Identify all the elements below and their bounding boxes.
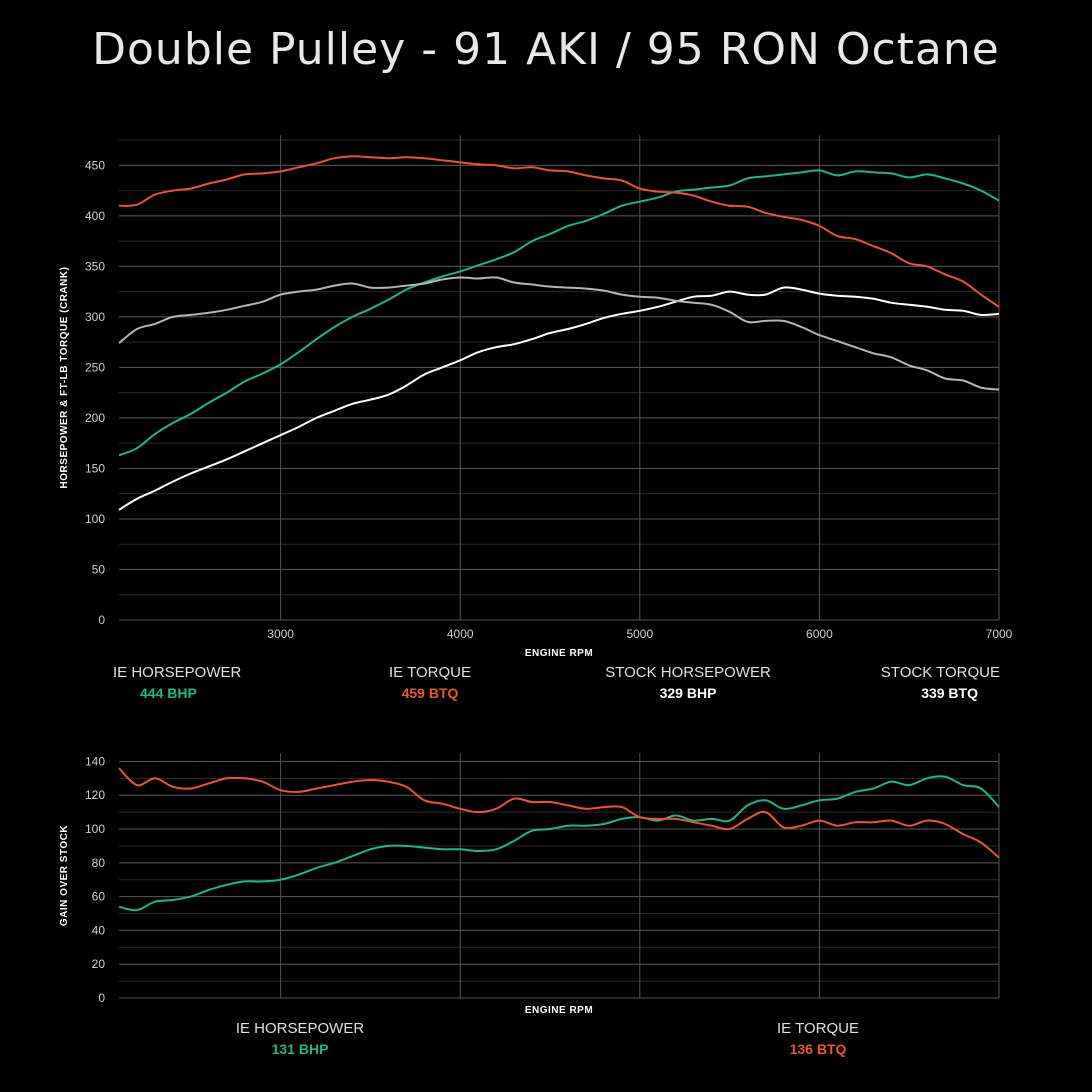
legend-value: 444 BHP bbox=[140, 685, 197, 701]
legend-label: STOCK HORSEPOWER bbox=[605, 664, 771, 681]
y-tick-label: 100 bbox=[85, 512, 105, 526]
x-tick-label: 4000 bbox=[447, 627, 474, 641]
y-tick-label: 50 bbox=[92, 562, 106, 576]
x-tick-label: 7000 bbox=[986, 627, 1013, 641]
y-tick-label: 120 bbox=[85, 788, 105, 802]
legend-value: 136 BTQ bbox=[789, 1041, 847, 1057]
series-line-ie-torque bbox=[118, 767, 1000, 859]
legend-value: 339 BTQ bbox=[921, 685, 978, 701]
series-line-ie-torque bbox=[118, 155, 1000, 308]
y-tick-label: 140 bbox=[85, 754, 105, 768]
legend-value: 329 BHP bbox=[659, 685, 717, 701]
y-axis-label: HORSEPOWER & FT-LB TORQUE (CRANK) bbox=[59, 267, 70, 489]
y-tick-label: 450 bbox=[85, 158, 105, 172]
x-axis-label: ENGINE RPM bbox=[525, 648, 593, 659]
y-tick-label: 80 bbox=[92, 856, 106, 870]
x-axis-label: ENGINE RPM bbox=[525, 1005, 593, 1016]
y-tick-label: 0 bbox=[98, 613, 105, 627]
x-tick-label: 3000 bbox=[267, 627, 294, 641]
series-line-ie-horsepower bbox=[118, 775, 1000, 912]
legend-label: IE HORSEPOWER bbox=[235, 1020, 365, 1037]
y-tick-label: 20 bbox=[92, 957, 106, 971]
legend-label: IE TORQUE bbox=[389, 664, 471, 681]
legend-gain-horsepower: IE HORSEPOWER 131 BHP bbox=[220, 1019, 380, 1059]
y-tick-label: 400 bbox=[85, 209, 105, 223]
legend-value: 131 BHP bbox=[271, 1041, 329, 1057]
y-tick-label: 100 bbox=[85, 822, 105, 836]
y-tick-label: 250 bbox=[85, 360, 105, 374]
y-tick-label: 60 bbox=[92, 890, 106, 904]
legend-gain-torque: IE TORQUE 136 BTQ bbox=[748, 1019, 888, 1059]
legend-stock-torque: STOCK TORQUE 339 BTQ bbox=[880, 663, 1000, 703]
y-tick-label: 200 bbox=[85, 411, 105, 425]
y-tick-label: 350 bbox=[85, 259, 105, 273]
y-tick-label: 150 bbox=[85, 461, 105, 475]
chart-title: Double Pulley - 91 AKI / 95 RON Octane bbox=[92, 24, 1000, 75]
legend-label: IE TORQUE bbox=[777, 1020, 859, 1037]
y-tick-label: 40 bbox=[92, 923, 106, 937]
y-axis-label: GAIN OVER STOCK bbox=[59, 825, 70, 926]
x-tick-label: 5000 bbox=[626, 627, 653, 641]
series-line-ie-horsepower bbox=[118, 169, 1000, 457]
y-tick-label: 300 bbox=[85, 310, 105, 324]
legend-label: STOCK TORQUE bbox=[880, 664, 1000, 681]
legend-label: IE HORSEPOWER bbox=[113, 664, 242, 681]
series-line-stock-horsepower bbox=[118, 286, 1000, 511]
legend-ie-torque: IE TORQUE 459 BTQ bbox=[380, 663, 480, 703]
legend-value: 459 BTQ bbox=[401, 685, 459, 701]
x-tick-label: 6000 bbox=[806, 627, 833, 641]
legend-ie-horsepower: IE HORSEPOWER 444 BHP bbox=[113, 663, 241, 703]
legend-stock-horsepower: STOCK HORSEPOWER 329 BHP bbox=[603, 663, 773, 703]
series-line-stock-torque bbox=[118, 276, 1000, 391]
y-tick-label: 0 bbox=[98, 991, 105, 1005]
